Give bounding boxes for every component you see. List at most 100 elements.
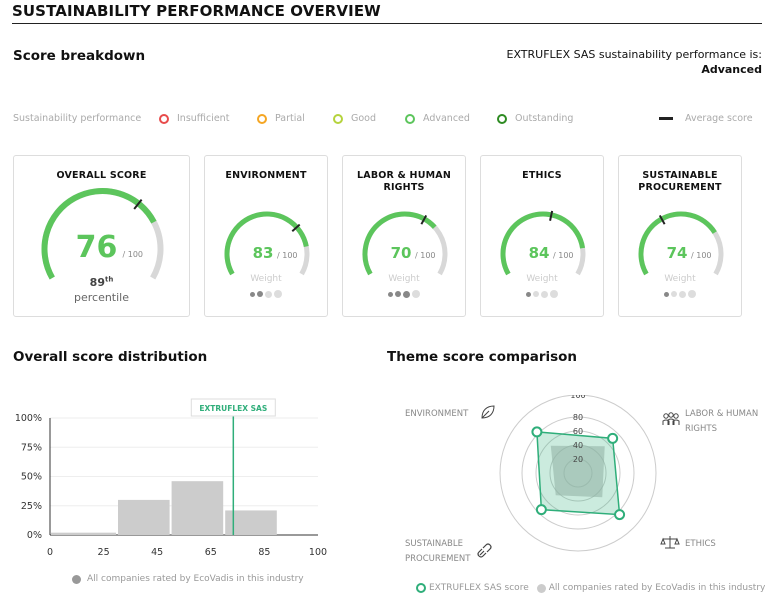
company-series-point	[531, 426, 543, 438]
weight-dot-icon	[265, 290, 272, 298]
person-head	[663, 413, 669, 419]
link-icon	[477, 543, 492, 558]
weight-dot-icon	[395, 291, 401, 297]
percentile: 89th percentile	[73, 275, 129, 304]
radar-tick-label: 80	[573, 413, 583, 422]
performance-level: Advanced	[701, 63, 762, 76]
axis-label-environment: ENVIRONMENT	[405, 409, 469, 419]
card-title: ETHICS	[522, 170, 562, 181]
weight-dot-icon	[541, 290, 548, 298]
weight-dots	[481, 290, 603, 298]
ethics-gauge: 84/ 100	[500, 210, 586, 276]
card-sustainable-procurement: SUSTAINABLE PROCUREMENT 74/ 100 Weight	[618, 155, 742, 317]
x-tick-label: 85	[258, 547, 270, 558]
person-head	[673, 413, 679, 419]
weight-dot-icon	[550, 290, 558, 298]
histogram-bar	[51, 532, 116, 535]
comparison-title: Theme score comparison	[387, 349, 578, 365]
card-title: OVERALL SCORE	[56, 170, 147, 181]
average-score-marker	[420, 214, 428, 225]
card-title: ENVIRONMENT	[225, 170, 307, 181]
performance-text: EXTRUFLEX SAS sustainability performance…	[506, 48, 763, 61]
average-score-mark-icon	[659, 117, 673, 120]
score-value: 84	[529, 244, 550, 262]
outstanding-ring-icon	[497, 113, 507, 124]
card-title: LABOR & HUMAN RIGHTS	[357, 170, 451, 193]
x-tick-label: 65	[205, 547, 217, 558]
theme-radar-chart: 20 40 60 80 100 ENVIRONMENT LABOR & HUMAN RIGHT…	[405, 395, 758, 564]
scales-icon	[660, 536, 680, 549]
legend-good: Good	[333, 113, 376, 124]
legend-average: Average score	[659, 113, 753, 124]
weight-dot-icon	[257, 291, 263, 297]
histogram-bar	[171, 481, 224, 535]
overall-score-gauge: 76 / 100	[41, 188, 164, 280]
axis-label-ethics: ETHICS	[685, 539, 716, 549]
histogram-bar	[118, 499, 170, 535]
gauge-value-arc	[41, 188, 157, 280]
weight-label: Weight	[526, 274, 558, 284]
score-out-of: / 100	[691, 251, 712, 260]
leaf-icon	[481, 405, 495, 419]
industry-series-area	[550, 445, 605, 498]
weight-dots	[205, 290, 327, 298]
weight-dots	[343, 290, 465, 298]
company-series-point	[535, 504, 547, 516]
company-marker-label: EXTRUFLEX SAS	[199, 404, 267, 413]
card-ethics: ETHICS 84/ 100 Weight	[480, 155, 604, 317]
score-out-of: / 100	[277, 251, 298, 260]
average-score-marker	[291, 223, 301, 232]
average-score-marker	[549, 210, 554, 221]
x-tick-label: 0	[47, 547, 53, 558]
weight-label: Weight	[664, 274, 696, 284]
weight-dot-icon	[250, 291, 255, 297]
score-out-of: / 100	[415, 251, 436, 260]
legend-partial: Partial	[257, 113, 305, 124]
radar-ring	[499, 395, 657, 552]
weight-dot-icon	[388, 291, 393, 297]
radar-legend: EXTRUFLEX SAS score All companies rated …	[416, 583, 765, 593]
weight-label: Weight	[388, 274, 420, 284]
distribution-legend: All companies rated by EcoVadis in this …	[72, 574, 304, 584]
x-tick-label: 25	[98, 547, 110, 558]
person-head	[668, 412, 674, 418]
score-value: 70	[391, 244, 412, 262]
gauge-value-arc	[638, 211, 717, 276]
score-distribution-chart: 100% 75% 50% 25% 0% 0 25 45 65 85 100 EXTRUFLEX SAS	[15, 398, 327, 558]
distribution-title: Overall score distribution	[13, 349, 208, 365]
company-series-ring-icon	[416, 583, 426, 593]
weight-dot-icon	[274, 290, 282, 298]
average-score-marker	[133, 199, 143, 210]
insufficient-ring-icon	[159, 113, 169, 124]
legend-label: Sustainability performance	[13, 113, 142, 124]
weight-dots	[619, 290, 741, 298]
people-icon	[662, 412, 680, 425]
company-series-point	[614, 509, 626, 521]
weight-dot-icon	[679, 290, 686, 298]
card-overall-score: OVERALL SCORE 76 / 100 89th percentile	[13, 155, 190, 317]
weight-dot-icon	[533, 291, 539, 297]
radar-tick-label: 60	[573, 427, 583, 436]
advanced-ring-icon	[405, 113, 415, 124]
radar-ring	[549, 444, 607, 502]
average-score-marker	[658, 214, 666, 225]
performance-summary: EXTRUFLEX SAS sustainability performance…	[507, 47, 763, 77]
page-title: SUSTAINABILITY PERFORMANCE OVERVIEW	[12, 2, 381, 20]
radar-ring	[521, 416, 635, 530]
partial-ring-icon	[257, 113, 267, 124]
gauge-value-arc	[362, 211, 437, 276]
sustainable-procurement-gauge: 74/ 100	[638, 211, 724, 276]
axis-label-sustainable-procurement-line2: PROCUREMENT	[405, 554, 471, 564]
link-shape	[477, 543, 492, 558]
radar-tick-label: 40	[573, 441, 583, 450]
x-tick-label: 100	[309, 547, 327, 558]
radar-tick-label: 20	[573, 455, 583, 464]
legend-insufficient: Insufficient	[159, 113, 229, 124]
legend-advanced: Advanced	[405, 113, 470, 124]
weight-dot-icon	[526, 291, 531, 297]
x-tick-label: 45	[151, 547, 163, 558]
gauge-value-arc	[500, 211, 586, 276]
y-tick-label: 25%	[21, 501, 42, 512]
weight-label: Weight	[250, 274, 282, 284]
weight-dot-icon	[664, 291, 669, 297]
